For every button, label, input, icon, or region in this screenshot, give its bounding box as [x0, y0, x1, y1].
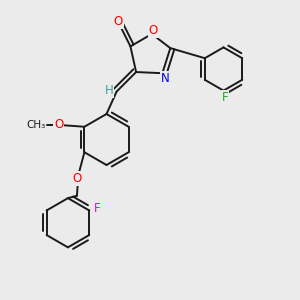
Text: CH₃: CH₃ [26, 120, 45, 130]
Text: O: O [114, 15, 123, 28]
Text: H: H [105, 84, 113, 97]
Text: O: O [149, 24, 158, 37]
Text: O: O [54, 118, 63, 131]
Text: F: F [93, 202, 100, 215]
Text: N: N [161, 72, 170, 85]
Text: O: O [72, 172, 82, 185]
Text: F: F [222, 91, 228, 104]
